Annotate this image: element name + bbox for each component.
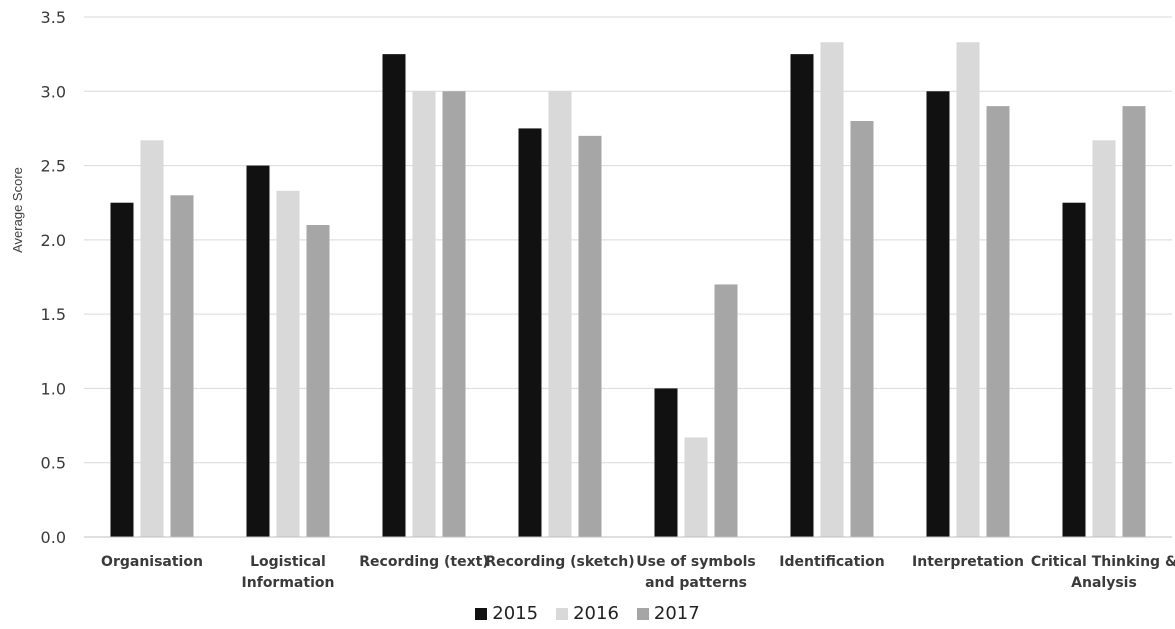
bar-2017 (986, 106, 1010, 538)
y-tick-label: 2.5 (41, 157, 66, 176)
legend-label: 2017 (653, 603, 700, 624)
y-tick-label: 0.0 (41, 528, 66, 547)
bar-2017 (306, 225, 330, 537)
legend-item-2017: 2017 (636, 603, 700, 624)
bar-2017 (442, 91, 466, 538)
bar-2017 (170, 195, 194, 538)
y-tick-label: 3.0 (41, 82, 66, 101)
bar-chart: 0.0 0.5 1.0 1.5 2.0 2.5 3.0 3.5 Average Score O… (10, 8, 1175, 591)
bar-2016 (820, 42, 844, 537)
bar-2017 (578, 135, 602, 537)
legend-label: 2016 (573, 603, 619, 624)
x-category-label: Recording (sketch) (485, 554, 634, 570)
bar-2015 (926, 91, 950, 538)
x-category-label: Logistical Information (242, 554, 335, 591)
y-tick-label: 1.5 (41, 305, 66, 324)
bars (110, 42, 1146, 538)
bar-2015 (654, 388, 678, 537)
x-category-label: Identification (779, 554, 884, 570)
bar-2015 (1062, 202, 1086, 537)
bar-2017 (850, 121, 874, 537)
bar-2016 (276, 190, 300, 538)
y-axis-ticks: 0.0 0.5 1.0 1.5 2.0 2.5 3.0 3.5 (41, 8, 66, 547)
bar-2016 (412, 91, 436, 538)
y-tick-label: 2.0 (41, 231, 66, 250)
x-category-label: Use of symbols and patterns (636, 554, 755, 591)
x-axis-categories: Organisation Logistical Information Recordi… (101, 554, 1175, 591)
bar-2015 (246, 165, 270, 538)
legend-item-2016: 2016 (556, 603, 619, 624)
bar-2016 (684, 437, 708, 537)
bar-2015 (110, 202, 134, 537)
y-axis-label: Average Score (10, 167, 25, 253)
x-category-label: Recording (text) (359, 554, 489, 570)
bar-2016 (1092, 140, 1116, 538)
y-tick-label: 1.0 (41, 379, 66, 398)
legend-label: 2015 (492, 603, 539, 624)
x-category-label: Interpretation (912, 554, 1024, 570)
y-tick-label: 3.5 (41, 8, 66, 27)
bar-2015 (518, 128, 542, 537)
legend-item-2015: 2015 (475, 603, 538, 624)
bar-2017 (714, 284, 738, 537)
bar-2016 (956, 42, 980, 537)
bar-2016 (548, 91, 572, 538)
bar-2016 (140, 140, 164, 538)
bar-2017 (1122, 106, 1146, 538)
legend: 2015 2016 2017 (0, 603, 1175, 624)
x-category-label: Organisation (101, 554, 203, 570)
bar-2015 (382, 54, 406, 538)
bar-2015 (790, 54, 814, 538)
legend-swatch (636, 607, 649, 620)
legend-swatch (475, 607, 488, 620)
y-tick-label: 0.5 (41, 454, 66, 473)
x-category-label: Critical Thinking & Analysis (1031, 554, 1175, 591)
legend-swatch (556, 607, 569, 620)
